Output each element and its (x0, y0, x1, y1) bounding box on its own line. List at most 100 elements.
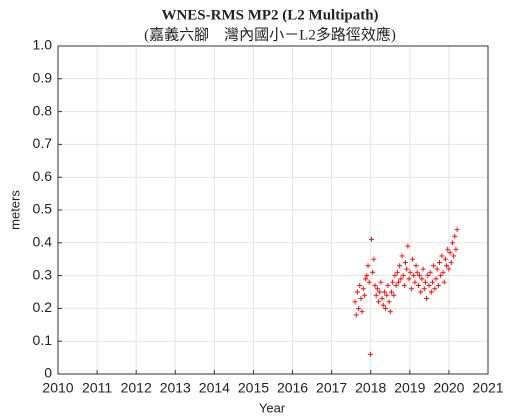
point (385, 282, 391, 288)
point (434, 266, 440, 272)
x-tick-label: 2019 (394, 380, 425, 396)
point (366, 279, 372, 285)
point (440, 269, 446, 275)
point (378, 279, 384, 285)
y-tick-label: 0.3 (33, 266, 53, 282)
x-axis-label: Year (259, 400, 286, 415)
point (425, 273, 431, 279)
chart-subtitle: (嘉義六腳 灣內國小－L2多路徑效應) (144, 25, 396, 43)
y-tick-label: 0.1 (33, 332, 53, 348)
point (432, 286, 438, 292)
point (371, 256, 377, 262)
point (407, 269, 413, 275)
x-tick-label: 2016 (277, 380, 308, 396)
point (388, 289, 394, 295)
point (447, 250, 453, 256)
point (406, 276, 412, 282)
point (394, 269, 400, 275)
point (397, 263, 403, 269)
point (442, 256, 448, 262)
point (358, 296, 364, 302)
point (438, 273, 444, 279)
point (403, 259, 409, 265)
point (398, 276, 404, 282)
y-tick-label: 0.9 (33, 70, 53, 86)
point (413, 263, 419, 269)
plot-frame (57, 45, 489, 375)
point (427, 269, 433, 275)
x-tick-label: 2017 (316, 380, 347, 396)
point (353, 312, 359, 318)
point (439, 253, 445, 259)
point (449, 240, 455, 246)
point (446, 266, 452, 272)
chart-title: WNES-RMS MP2 (L2 Multipath) (161, 7, 378, 23)
x-tick-label: 2013 (160, 380, 191, 396)
point (363, 276, 369, 282)
point (393, 282, 399, 288)
x-tick-label: 2021 (472, 380, 503, 396)
point (395, 279, 401, 285)
point (372, 282, 378, 288)
point (373, 292, 379, 298)
point (431, 263, 437, 269)
point (422, 279, 428, 285)
point (380, 302, 386, 308)
point (444, 263, 450, 269)
point (387, 309, 393, 315)
point (369, 237, 375, 243)
point (441, 279, 447, 285)
y-axis-label: meters (7, 190, 22, 230)
point (361, 292, 367, 298)
point (370, 269, 376, 275)
point (411, 273, 417, 279)
point (379, 296, 385, 302)
point (360, 286, 366, 292)
point (417, 273, 423, 279)
point (401, 282, 407, 288)
point (383, 305, 389, 311)
point (390, 279, 396, 285)
point (420, 266, 426, 272)
point (377, 289, 383, 295)
point (374, 286, 380, 292)
point (451, 253, 457, 259)
point (435, 282, 441, 288)
point (400, 273, 406, 279)
point (415, 282, 421, 288)
point (391, 292, 397, 298)
point (445, 246, 451, 252)
point (386, 299, 392, 305)
point (421, 286, 427, 292)
point (414, 269, 420, 275)
point (381, 289, 387, 295)
x-tick-label: 2011 (82, 380, 112, 396)
point (404, 266, 410, 272)
point (433, 276, 439, 282)
point (367, 351, 373, 357)
x-tick-label: 2015 (238, 380, 269, 396)
point (408, 286, 414, 292)
point (356, 305, 362, 311)
point (418, 289, 424, 295)
y-tick-label: 0.2 (33, 299, 53, 315)
point (412, 279, 418, 285)
y-tick-label: 0.5 (33, 201, 53, 217)
point (419, 276, 425, 282)
point (384, 292, 390, 298)
point (399, 253, 405, 259)
point (448, 259, 454, 265)
y-tick-label: 0.4 (33, 234, 53, 250)
y-tick-label: 0.7 (33, 135, 53, 151)
point (357, 282, 363, 288)
x-tick-label: 2014 (199, 380, 230, 396)
point (452, 233, 458, 239)
point (359, 309, 365, 315)
x-tick-label: 2012 (121, 380, 152, 396)
x-tick-label: 2018 (355, 380, 386, 396)
point (437, 259, 443, 265)
y-tick-label: 0 (44, 365, 52, 381)
y-tick-label: 1.0 (33, 37, 53, 53)
point (453, 246, 459, 252)
